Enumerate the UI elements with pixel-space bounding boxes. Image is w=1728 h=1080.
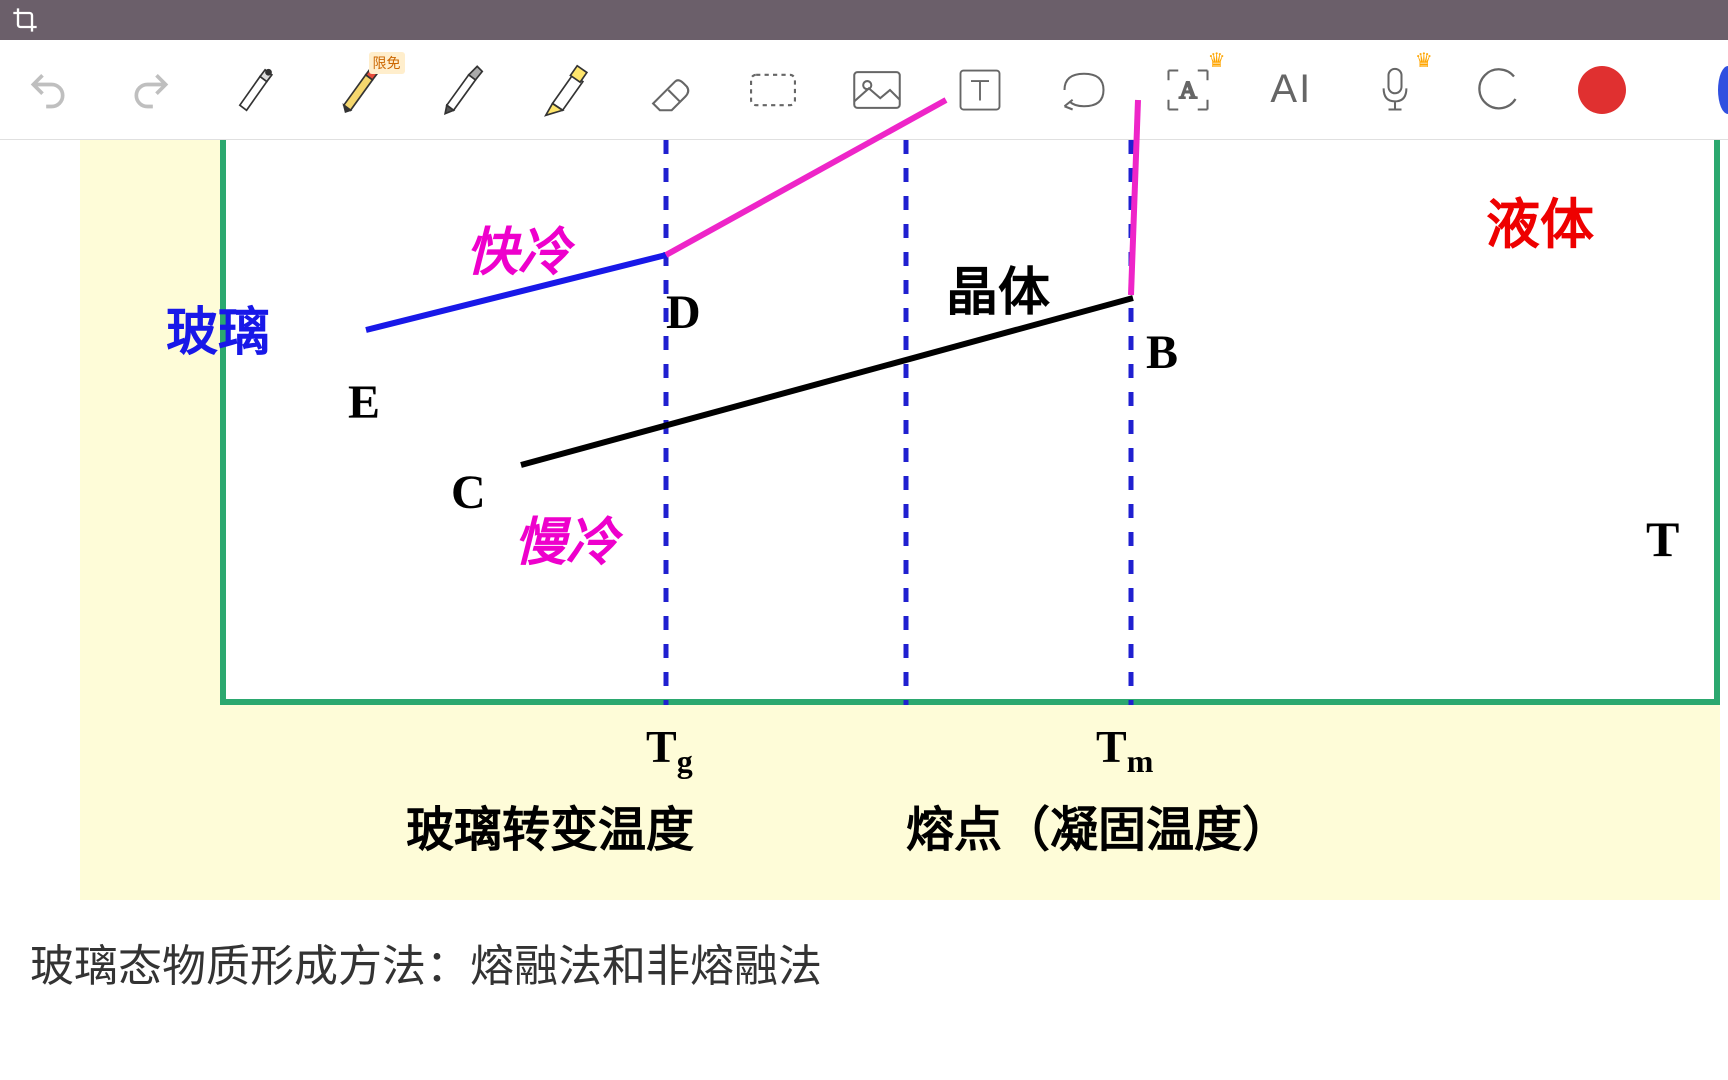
brush-tool[interactable] (435, 60, 491, 120)
highlighter-tool[interactable] (538, 60, 594, 120)
label-crystal: 晶体 (946, 250, 1050, 325)
label-D: D (666, 285, 701, 340)
limited-free-badge: 限免 (369, 52, 405, 74)
label-fast-cool: 快冷 (466, 210, 570, 285)
eraser-tool[interactable] (642, 60, 698, 120)
crown-icon: ♛ (1415, 48, 1433, 73)
voice-tool[interactable]: ♛ (1367, 60, 1423, 120)
label-Tg: Tg (646, 720, 693, 780)
ai-tool[interactable]: AI (1264, 60, 1320, 120)
canvas-area[interactable]: 玻璃 液体 晶体 快冷 慢冷 E D C B T Tg Tm 玻璃转变温度 熔点… (0, 140, 1728, 1080)
phase-diagram: 玻璃 液体 晶体 快冷 慢冷 E D C B T Tg Tm 玻璃转变温度 熔点… (80, 140, 1720, 900)
pen-tool[interactable] (227, 60, 283, 120)
label-liquid: 液体 (1486, 180, 1594, 259)
label-B: B (1146, 325, 1178, 380)
label-slow-cool: 慢冷 (514, 500, 618, 575)
shape-tool[interactable] (1056, 60, 1112, 120)
partial-circle-tool[interactable] (1471, 60, 1527, 120)
svg-text:A: A (1179, 77, 1197, 104)
ocr-tool[interactable]: ♛ A (1160, 60, 1216, 120)
label-Tm: Tm (1096, 720, 1153, 780)
redo-button[interactable] (124, 60, 180, 120)
diagram-plot-area: 玻璃 液体 晶体 快冷 慢冷 E D C B T Tg Tm 玻璃转变温度 熔点… (220, 140, 1720, 705)
label-E: E (348, 375, 380, 430)
lasso-tool[interactable] (745, 60, 801, 120)
label-glass: 玻璃 (166, 290, 270, 365)
undo-button[interactable] (20, 60, 76, 120)
label-T-axis: T (1646, 510, 1679, 568)
pencil-tool[interactable]: 限免 (331, 60, 387, 120)
ai-label: AI (1270, 67, 1312, 112)
text-tool[interactable] (953, 60, 1009, 120)
color-red[interactable] (1574, 60, 1630, 120)
red-color-dot (1578, 66, 1626, 114)
label-C: C (451, 465, 486, 520)
image-tool[interactable] (849, 60, 905, 120)
label-glass-transition: 玻璃转变温度 (406, 790, 694, 860)
crown-icon: ♛ (1208, 48, 1226, 73)
caption-text: 玻璃态物质形成方法：熔融法和非熔融法 (30, 930, 822, 994)
titlebar (0, 0, 1728, 40)
color-blue[interactable] (1678, 60, 1728, 120)
blue-color-dot (1718, 66, 1728, 114)
crop-icon[interactable] (10, 5, 40, 35)
label-melting-point: 熔点（凝固温度） (906, 790, 1290, 860)
toolbar: 限免 ♛ A AI ♛ (0, 40, 1728, 140)
